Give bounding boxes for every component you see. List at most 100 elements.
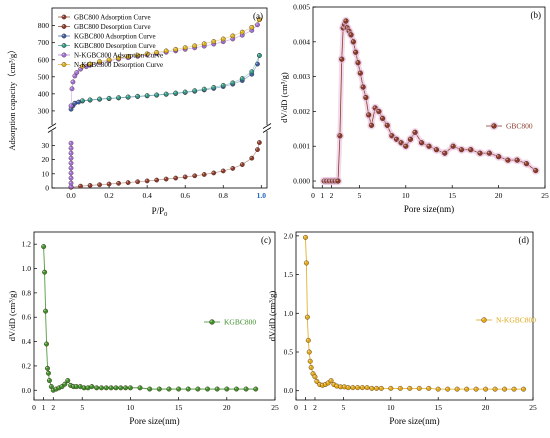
data-point-highlight bbox=[385, 123, 388, 126]
data-point-highlight bbox=[202, 42, 205, 44]
data-point-highlight bbox=[323, 382, 326, 385]
data-point-highlight bbox=[358, 71, 361, 74]
data-point-highlight bbox=[240, 30, 243, 33]
data-point bbox=[426, 385, 432, 391]
data-point-highlight bbox=[47, 378, 50, 381]
data-point-highlight bbox=[186, 387, 189, 390]
data-point-highlight bbox=[210, 320, 212, 322]
data-point bbox=[163, 176, 169, 182]
data-point bbox=[355, 60, 361, 66]
data-point-highlight bbox=[335, 384, 337, 387]
data-point-highlight bbox=[221, 169, 224, 171]
data-point-highlight bbox=[394, 137, 397, 140]
data-point-highlight bbox=[69, 141, 72, 144]
data-point-highlight bbox=[62, 43, 64, 46]
data-point-highlight bbox=[493, 387, 496, 390]
x-tick-label: 0 bbox=[32, 403, 36, 412]
data-point bbox=[192, 173, 198, 179]
data-point-highlight bbox=[360, 386, 363, 388]
data-point bbox=[135, 179, 140, 185]
data-point-highlight bbox=[308, 359, 311, 362]
data-point-highlight bbox=[98, 97, 100, 99]
data-point bbox=[80, 98, 85, 104]
data-point-highlight bbox=[313, 375, 315, 377]
data-point-highlight bbox=[361, 85, 364, 88]
data-point-highlight bbox=[455, 387, 458, 390]
series-line bbox=[303, 234, 526, 392]
data-point-highlight bbox=[451, 144, 454, 147]
x-tick-label: 25 bbox=[541, 191, 549, 200]
data-point bbox=[343, 18, 349, 24]
data-point-highlight bbox=[99, 386, 102, 388]
data-point-highlight bbox=[434, 148, 437, 150]
data-point-highlight bbox=[399, 141, 402, 143]
data-point bbox=[163, 48, 169, 54]
y-tick-label: 0.4 bbox=[22, 337, 32, 346]
data-point bbox=[239, 76, 245, 81]
data-point bbox=[348, 32, 354, 38]
data-point-highlight bbox=[257, 140, 260, 143]
data-point-highlight bbox=[221, 83, 224, 86]
data-point bbox=[211, 170, 217, 176]
data-point bbox=[257, 53, 262, 58]
data-point-highlight bbox=[356, 61, 359, 63]
data-point-highlight bbox=[69, 176, 72, 179]
data-point bbox=[154, 177, 160, 183]
x-tick-label: 0.4 bbox=[142, 191, 152, 200]
data-point-highlight bbox=[63, 382, 65, 385]
data-point bbox=[419, 140, 425, 146]
data-point bbox=[113, 385, 119, 391]
legend-entry: N-KGBC800 bbox=[496, 316, 536, 325]
data-point bbox=[369, 385, 375, 391]
data-point bbox=[249, 24, 255, 30]
data-point-highlight bbox=[107, 182, 110, 185]
data-point bbox=[99, 385, 104, 391]
y-tick-label: 1.0 bbox=[284, 309, 294, 318]
data-point-highlight bbox=[221, 37, 224, 39]
data-point bbox=[69, 86, 75, 92]
data-point bbox=[442, 150, 448, 156]
data-point-highlight bbox=[231, 34, 233, 36]
data-point-highlight bbox=[231, 166, 233, 169]
y-tick-label: 300 bbox=[38, 106, 50, 115]
data-point-highlight bbox=[419, 141, 422, 143]
data-point-highlight bbox=[446, 387, 448, 390]
data-point bbox=[87, 183, 93, 188]
data-point-highlight bbox=[60, 384, 62, 387]
data-point bbox=[68, 140, 74, 146]
data-point bbox=[42, 269, 48, 275]
x-tick-label: 25 bbox=[529, 403, 537, 412]
data-point bbox=[378, 385, 384, 391]
data-point bbox=[68, 170, 74, 176]
data-point bbox=[374, 385, 380, 391]
data-point bbox=[61, 14, 67, 20]
data-point-highlight bbox=[43, 309, 46, 312]
data-point bbox=[464, 386, 470, 392]
data-point-highlight bbox=[398, 386, 401, 389]
data-point-highlight bbox=[77, 100, 79, 103]
data-point-highlight bbox=[202, 172, 205, 175]
data-point bbox=[350, 39, 356, 45]
data-point-highlight bbox=[254, 387, 256, 390]
data-point-highlight bbox=[70, 87, 72, 89]
data-point bbox=[173, 175, 179, 181]
x-axis-label: Pore size(nm) bbox=[389, 416, 439, 426]
data-point-highlight bbox=[390, 134, 392, 136]
y-tick-label: 0.0 bbox=[22, 386, 32, 395]
data-point-highlight bbox=[257, 18, 260, 20]
data-point-highlight bbox=[469, 148, 471, 150]
data-point-highlight bbox=[255, 62, 258, 65]
data-point bbox=[239, 29, 245, 35]
data-point-highlight bbox=[82, 386, 85, 388]
data-point-highlight bbox=[90, 384, 92, 387]
data-point bbox=[243, 386, 249, 392]
data-point bbox=[407, 385, 413, 391]
data-point-highlight bbox=[244, 387, 247, 390]
data-point-highlight bbox=[332, 382, 334, 385]
data-point-highlight bbox=[164, 49, 167, 51]
data-point bbox=[41, 244, 47, 250]
data-point-highlight bbox=[88, 98, 91, 100]
x-tick-label: 15 bbox=[448, 191, 456, 200]
data-point-highlight bbox=[183, 46, 186, 48]
